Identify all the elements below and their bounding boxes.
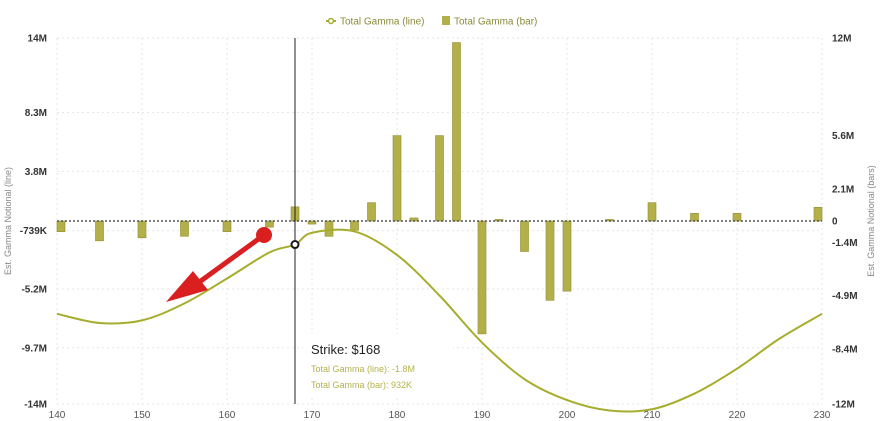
gamma-bar (435, 135, 444, 222)
y-left-tick-label: -14M (24, 400, 47, 411)
bar-series (56, 42, 823, 335)
y-right-tick-label: -8.4M (832, 345, 858, 356)
tooltip-bar-value: Total Gamma (bar): 932K (311, 380, 413, 390)
gamma-bar (180, 220, 189, 237)
y-left-tick-label: 14M (28, 34, 47, 45)
y-left-tick-label: -9.7M (21, 343, 47, 354)
gamma-bar (647, 202, 657, 222)
crosshair-group (290, 38, 300, 404)
arrow-tail-dot (256, 227, 272, 243)
y-left-tick-label: -739K (20, 226, 48, 237)
y-right-tick-label: 12M (832, 34, 851, 45)
gamma-bar (813, 206, 823, 222)
gamma-bar (562, 220, 572, 292)
gamma-bar (350, 220, 359, 231)
x-tick-label: 200 (559, 410, 576, 421)
y-left-tick-label: 8.3M (25, 108, 47, 119)
x-tick-label: 170 (304, 410, 321, 421)
tooltip-line-value: Total Gamma (line): -1.8M (311, 364, 416, 374)
x-tick-label: 210 (644, 410, 661, 421)
legend-bar-swatch (442, 16, 450, 25)
arrow-head (166, 271, 208, 302)
y-right-tick-label: -1.4M (832, 238, 858, 249)
legend-bar-label[interactable]: Total Gamma (bar) (454, 17, 537, 28)
arrow-shaft (195, 232, 267, 286)
x-tick-label: 180 (389, 410, 406, 421)
gamma-bar (265, 220, 274, 228)
y-axis-title-left: Est. Gamma Notional (line) (3, 167, 13, 275)
x-tick-label: 190 (474, 410, 491, 421)
gamma-bar (520, 220, 529, 252)
gamma-bar (367, 202, 376, 222)
y-right-tick-label: 2.1M (832, 184, 854, 195)
x-tick-label: 140 (49, 410, 66, 421)
y-left-tick-label: -5.2M (21, 284, 47, 295)
gamma-bar (222, 220, 232, 232)
gamma-bar (690, 213, 699, 222)
gamma-bar (324, 220, 334, 237)
x-tick-label: 160 (219, 410, 236, 421)
gamma-bar (732, 213, 742, 222)
gamma-bar (545, 220, 555, 301)
axis-ticks: 140 150 160 170 180 190 200 210 220 230 14M 8.3M 3.8… (20, 34, 858, 421)
gamma-bar (452, 42, 461, 222)
y-right-tick-label: -12M (832, 400, 855, 411)
y-left-tick-label: 3.8M (25, 167, 47, 178)
gamma-bar (477, 220, 487, 335)
x-tick-label: 230 (814, 410, 831, 421)
gamma-bar (392, 135, 402, 222)
y-right-tick-label: 5.6M (832, 131, 854, 142)
y-right-tick-label: 0 (832, 217, 838, 228)
strike-tooltip: Strike: $168 Total Gamma (line): -1.8M T… (303, 334, 453, 398)
gamma-bar (307, 220, 317, 225)
gamma-bar (56, 220, 66, 232)
legend-line-marker (327, 17, 335, 25)
chart-legend[interactable]: Total Gamma (line) Total Gamma (bar) (326, 16, 537, 28)
line-series (56, 228, 823, 413)
gamma-bar (137, 220, 147, 239)
x-tick-label: 220 (729, 410, 746, 421)
gamma-bar (95, 220, 104, 242)
highlight-point (290, 240, 300, 250)
x-tick-label: 150 (134, 410, 151, 421)
y-right-tick-label: -4.9M (832, 291, 858, 302)
legend-line-label[interactable]: Total Gamma (line) (340, 17, 424, 28)
annotation-arrow (166, 227, 272, 302)
tooltip-title: Strike: $168 (311, 342, 381, 357)
y-axis-title-right: Est. Gamma Notional (bars) (866, 165, 876, 277)
gamma-line (56, 228, 823, 413)
